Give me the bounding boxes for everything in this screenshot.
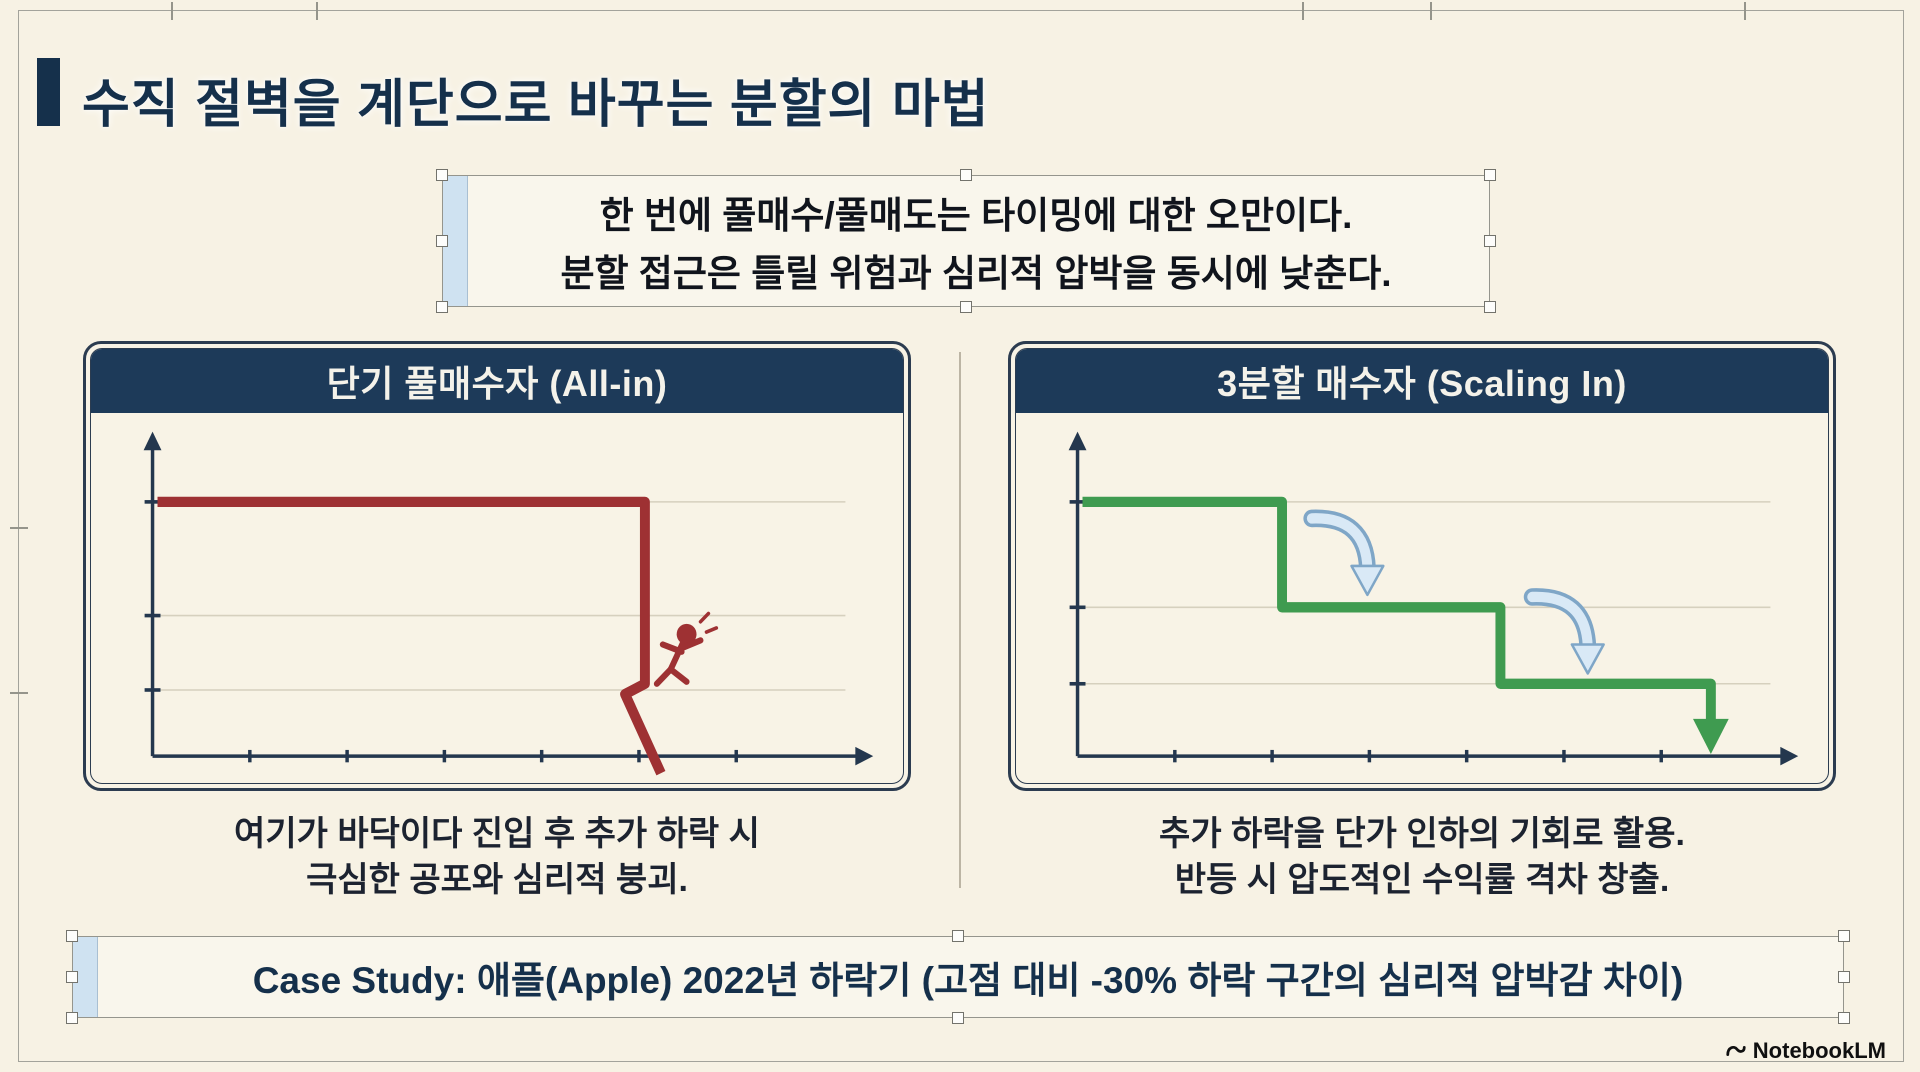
selection-handle[interactable]: [1484, 301, 1496, 313]
ruler-guide-mark: [10, 527, 28, 529]
scaling-caption: 추가 하락을 단가 인하의 기회로 활용. 반등 시 압도적인 수익률 격차 창…: [1008, 812, 1836, 904]
scaling-chart: [1068, 431, 1799, 766]
selection-handle[interactable]: [1838, 930, 1850, 942]
title-accent-bar: [37, 58, 60, 126]
ruler-guide-mark: [1302, 2, 1304, 20]
allin-caption: 여기가 바닥이다 진입 후 추가 하락 시 극심한 공포와 심리적 붕괴.: [83, 812, 911, 904]
ruler-guide-mark: [1430, 2, 1432, 20]
allin-panel-frame: 단기 풀매수자 (All-in): [90, 348, 904, 784]
selection-handle[interactable]: [1484, 169, 1496, 181]
selection-handle[interactable]: [436, 235, 448, 247]
ruler-guide-mark: [316, 2, 318, 20]
selection-handle[interactable]: [960, 301, 972, 313]
scaling-panel-frame: 3분할 매수자 (Scaling In): [1015, 348, 1829, 784]
allin-price-line: [157, 496, 666, 776]
selection-handle[interactable]: [1838, 1012, 1850, 1024]
intro-textbox[interactable]: 한 번에 풀매수/풀매도는 타이밍에 대한 오만이다. 분할 접근은 틀릴 위험…: [436, 169, 1496, 313]
selection-handle[interactable]: [66, 971, 78, 983]
notebooklm-logo-icon: [1726, 1045, 1746, 1057]
scaling-caption-line1: 추가 하락을 단가 인하의 기회로 활용.: [1159, 815, 1685, 853]
panel-divider: [959, 352, 961, 888]
curved-arrow-icon: [1303, 509, 1385, 597]
curved-arrow-icon: [1523, 588, 1605, 675]
notebooklm-brand: NotebookLM: [1725, 1038, 1886, 1064]
axes: [143, 431, 874, 766]
scaling-caption-line2: 반등 시 압도적인 수익률 격차 창출.: [1174, 860, 1670, 899]
selection-handle[interactable]: [952, 1012, 964, 1024]
allin-chart: [143, 431, 874, 776]
intro-line-1: 한 번에 풀매수/풀매도는 타이밍에 대한 오만이다.: [599, 195, 1353, 236]
allin-panel-header: 단기 풀매수자 (All-in): [91, 349, 903, 413]
page-title: 수직 절벽을 계단으로 바꾸는 분할의 마법: [82, 76, 990, 134]
intro-line-2: 분할 접근은 틀릴 위험과 심리적 압박을 동시에 낮춘다.: [560, 253, 1392, 294]
allin-panel: 단기 풀매수자 (All-in): [83, 341, 911, 791]
ruler-guide-mark: [171, 2, 173, 20]
allin-caption-line1: 여기가 바닥이다 진입 후 추가 하락 시: [234, 815, 760, 853]
selection-handle[interactable]: [66, 930, 78, 942]
gridlines: [1079, 501, 1771, 685]
gridlines: [154, 501, 846, 691]
selection-handle[interactable]: [436, 301, 448, 313]
intro-text: 한 번에 풀매수/풀매도는 타이밍에 대한 오만이다. 분할 접근은 틀릴 위험…: [473, 176, 1479, 306]
allin-caption-line2: 극심한 공포와 심리적 붕괴.: [306, 860, 688, 899]
ruler-guide-mark: [10, 692, 28, 694]
allin-chart-area: [91, 413, 903, 783]
scaling-panel: 3분할 매수자 (Scaling In): [1008, 341, 1836, 791]
case-study-text: Case Study: 애플(Apple) 2022년 하락기 (고점 대비 -…: [252, 960, 1684, 1001]
case-study-textbox[interactable]: Case Study: 애플(Apple) 2022년 하락기 (고점 대비 -…: [66, 930, 1850, 1024]
down-arrow-icon: [1692, 718, 1729, 755]
scaling-panel-header: 3분할 매수자 (Scaling In): [1016, 349, 1828, 413]
ruler-guide-mark: [1744, 2, 1746, 20]
scaling-price-line: [1082, 496, 1716, 729]
selection-handle[interactable]: [436, 169, 448, 181]
selection-handle[interactable]: [1838, 971, 1850, 983]
axes: [1068, 431, 1799, 766]
notebooklm-brand-text: NotebookLM: [1752, 1038, 1886, 1063]
falling-person-icon: [653, 611, 719, 687]
selection-handle[interactable]: [66, 1012, 78, 1024]
selection-handle[interactable]: [1484, 235, 1496, 247]
selection-handle[interactable]: [960, 169, 972, 181]
scaling-chart-area: [1016, 413, 1828, 783]
selection-handle[interactable]: [952, 930, 964, 942]
